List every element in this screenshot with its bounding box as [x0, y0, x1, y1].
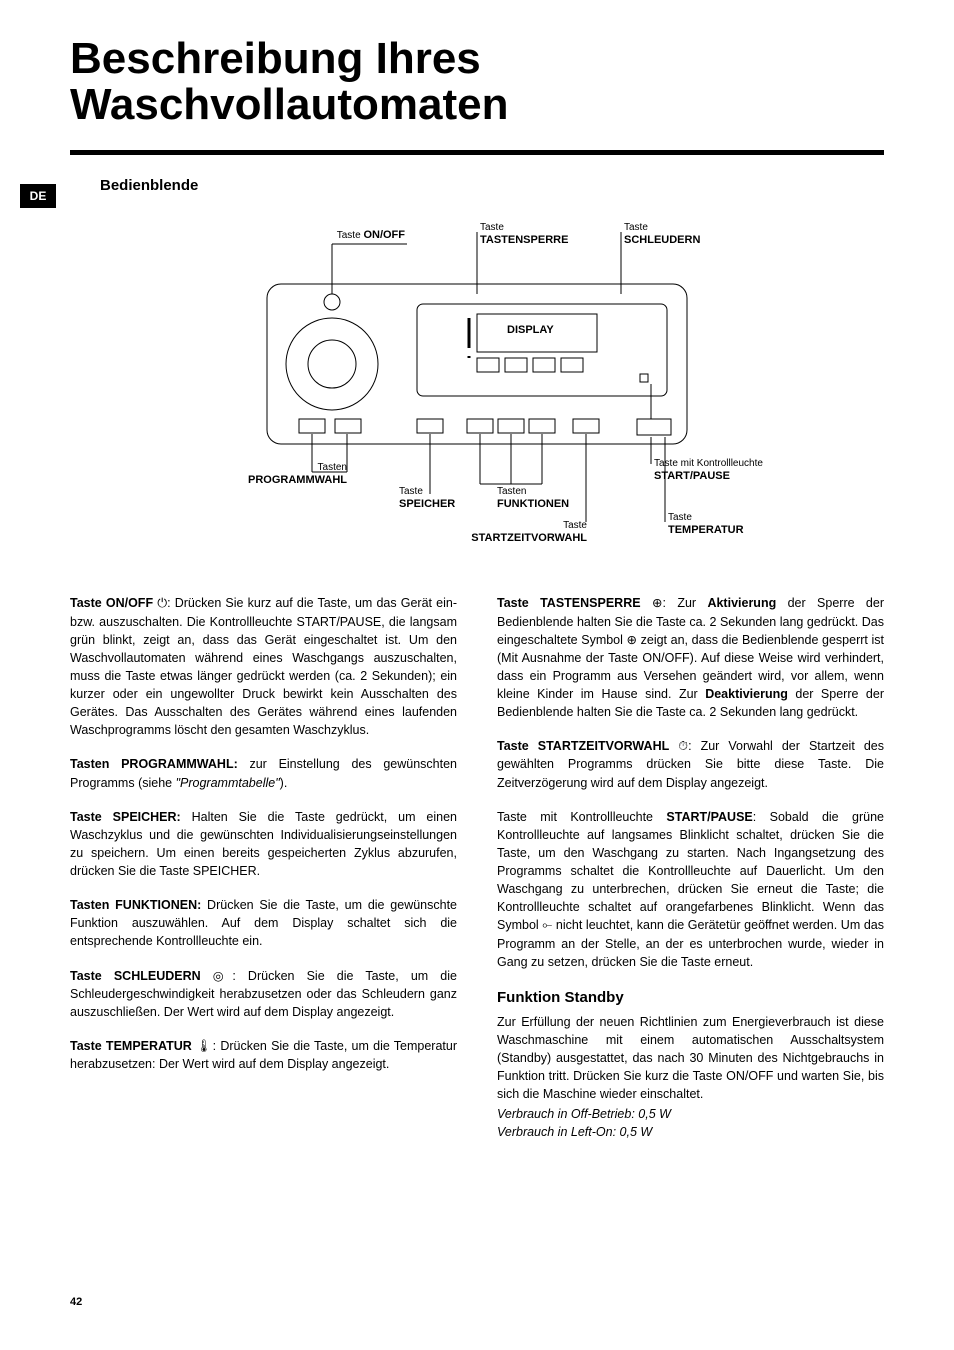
label-temperatur: TasteTEMPERATUR: [668, 512, 744, 537]
para-standby: Zur Erfüllung der neuen Richtlinien zum …: [497, 1013, 884, 1104]
page-title: Beschreibung Ihres Waschvollautomaten: [70, 36, 884, 128]
para-speicher: Taste SPEICHER: Halten Sie die Taste ged…: [70, 808, 457, 881]
para-startpause: Taste mit Kontrollleuchte START/PAUSE: S…: [497, 808, 884, 971]
label-tastensperre: TasteTASTENSPERRE: [480, 222, 568, 247]
label-display: DISPLAY: [507, 324, 554, 337]
label-onoff: Taste ON/OFF: [325, 229, 405, 242]
para-offbetrieb: Verbrauch in Off-Betrieb: 0,5 W: [497, 1105, 884, 1123]
label-schleudern: TasteSCHLEUDERN: [624, 222, 700, 247]
para-lefton: Verbrauch in Left-On: 0,5 W: [497, 1123, 884, 1141]
para-programmwahl: Tasten PROGRAMMWAHL: zur Einstellung des…: [70, 755, 457, 791]
right-column: Taste TASTENSPERRE ⊕: Zur Aktivierung de…: [497, 594, 884, 1141]
para-funktionen: Tasten FUNKTIONEN: Drücken Sie die Taste…: [70, 896, 457, 950]
label-speicher: TasteSPEICHER: [399, 486, 455, 511]
left-column: Taste ON/OFF ⏻: Drücken Sie kurz auf die…: [70, 594, 457, 1141]
lang-badge: DE: [20, 184, 56, 208]
para-tastensperre: Taste TASTENSPERRE ⊕: Zur Aktivierung de…: [497, 594, 884, 721]
para-temperatur: Taste TEMPERATUR 🌡: Drücken Sie die Tast…: [70, 1037, 457, 1073]
section-head: Bedienblende: [100, 177, 884, 194]
para-schleudern: Taste SCHLEUDERN ◎: Drücken Sie die Tast…: [70, 967, 457, 1021]
label-startpause: Taste mit KontrollleuchteSTART/PAUSE: [654, 458, 763, 483]
para-onoff: Taste ON/OFF ⏻: Drücken Sie kurz auf die…: [70, 594, 457, 739]
label-programmwahl: TastenPROGRAMMWAHL: [177, 462, 347, 487]
page-content: Beschreibung Ihres Waschvollautomaten Be…: [70, 36, 884, 1141]
para-startzeit: Taste STARTZEITVORWAHL ⏱: Zur Vorwahl de…: [497, 737, 884, 791]
label-funktionen: TastenFUNKTIONEN: [497, 486, 569, 511]
label-startzeit: TasteSTARTZEITVORWAHL: [437, 520, 587, 545]
standby-head: Funktion Standby: [497, 987, 884, 1009]
control-panel-diagram: Taste ON/OFF TasteTASTENSPERRE TasteSCHL…: [177, 224, 777, 554]
body-columns: Taste ON/OFF ⏻: Drücken Sie kurz auf die…: [70, 594, 884, 1141]
title-rule: [70, 150, 884, 155]
page-number: 42: [70, 1296, 82, 1308]
